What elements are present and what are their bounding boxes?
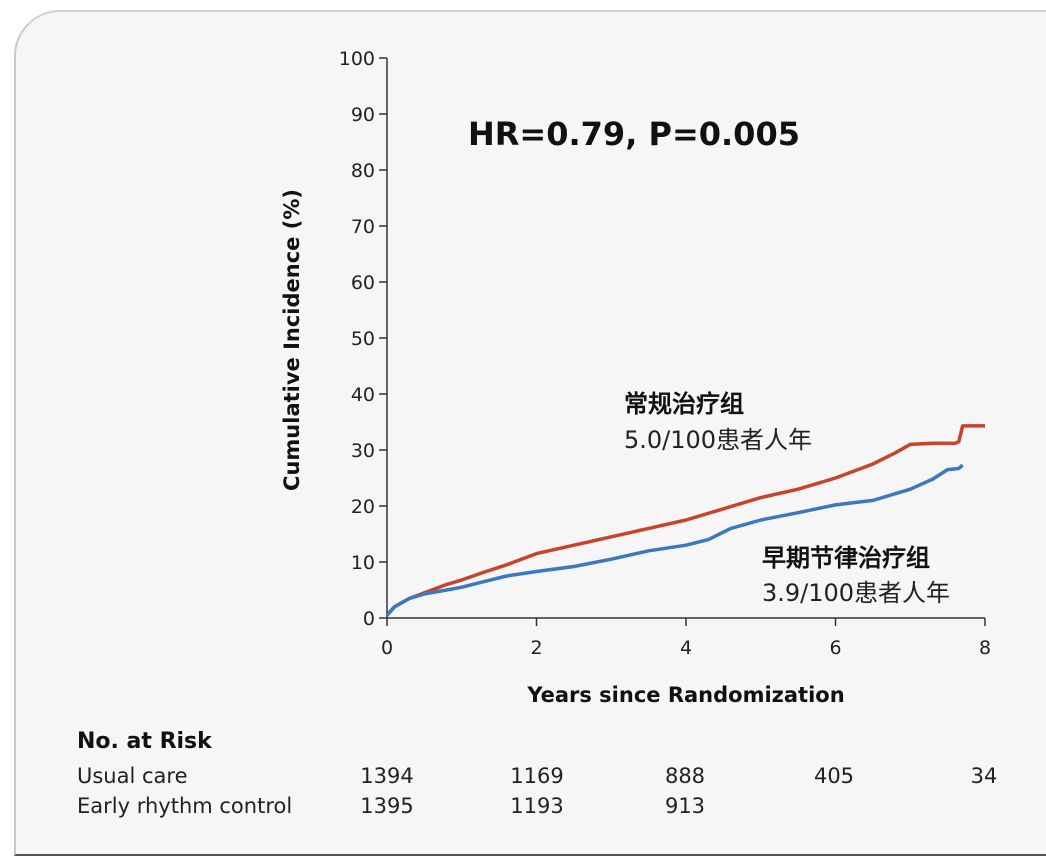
- risk-value: 1193: [510, 794, 564, 818]
- y-tick-label: 10: [351, 552, 375, 574]
- km-chart: 0 10 20 30 40 50 60 70 80 90 100 0 2 4 6 8 Cumulative …: [280, 48, 991, 707]
- usual-care-label-rate: 5.0/100患者人年: [624, 426, 812, 454]
- y-tick-label: 90: [351, 104, 375, 126]
- y-tick-label: 30: [351, 440, 375, 462]
- x-tick-label: 0: [381, 637, 393, 659]
- risk-table-title: No. at Risk: [77, 729, 212, 754]
- risk-value: 34: [970, 764, 998, 788]
- risk-value: 1395: [360, 794, 414, 818]
- y-tick-label: 100: [339, 48, 375, 70]
- y-tick-label: 80: [351, 160, 375, 182]
- x-ticks: 0 2 4 6 8: [381, 618, 991, 659]
- y-tick-label: 20: [351, 496, 375, 518]
- risk-value: 1394: [360, 764, 414, 788]
- y-tick-label: 60: [351, 272, 375, 294]
- risk-row-early-rhythm-control: Early rhythm control 1395 1193 913: [0, 794, 1046, 822]
- y-tick-label: 50: [351, 328, 375, 350]
- risk-value: 913: [664, 794, 706, 818]
- risk-row-usual-care: Usual care 1394 1169 888 405 34: [0, 764, 1046, 792]
- risk-value: 405: [813, 764, 855, 788]
- y-tick-label: 40: [351, 384, 375, 406]
- x-tick-label: 2: [530, 637, 542, 659]
- hazard-ratio-annotation: HR=0.79, P=0.005: [468, 115, 800, 153]
- y-axis-title: Cumulative Incidence (%): [280, 189, 304, 491]
- usual-care-curve: [385, 424, 985, 617]
- figure-frame: [14, 10, 1046, 856]
- x-tick-label: 8: [979, 637, 991, 659]
- x-tick-label: 6: [829, 637, 841, 659]
- usual-care-label-title: 常规治疗组: [624, 390, 744, 418]
- risk-value: 888: [664, 764, 706, 788]
- y-tick-label: 0: [363, 608, 375, 630]
- early-rhythm-label-title: 早期节律治疗组: [762, 544, 930, 572]
- x-tick-label: 4: [680, 637, 692, 659]
- early-rhythm-control-curve: [385, 463, 964, 617]
- early-rhythm-label-rate: 3.9/100患者人年: [762, 579, 950, 607]
- y-tick-label: 70: [351, 216, 375, 238]
- y-ticks: 0 10 20 30 40 50 60 70 80 90 100: [339, 48, 387, 630]
- risk-value: 1169: [510, 764, 564, 788]
- risk-row-label: Early rhythm control: [77, 794, 293, 818]
- risk-row-label: Usual care: [77, 764, 188, 788]
- x-axis-title: Years since Randomization: [526, 683, 844, 707]
